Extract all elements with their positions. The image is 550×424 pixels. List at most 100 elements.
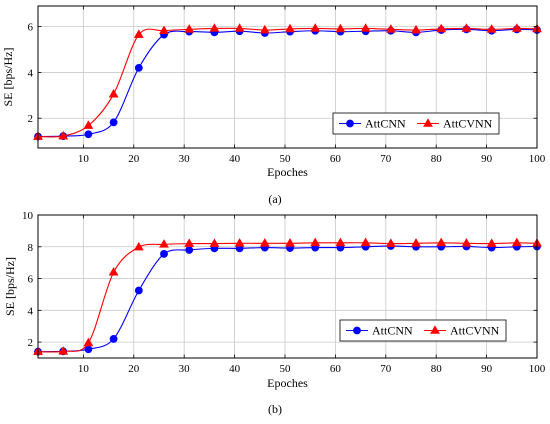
- y-tick-label-4: 4: [28, 67, 34, 79]
- data-point-attcnn-x31: [185, 246, 194, 254]
- data-point-attcvnn-x96: [511, 237, 522, 247]
- plot-frame: [37, 214, 538, 359]
- y-tick-label-6: 6: [28, 274, 34, 286]
- legend-marker-shape-attcnn: [353, 326, 361, 335]
- data-point-attcvnn-x61: [335, 23, 346, 33]
- data-point-attcnn-x16: [109, 335, 118, 343]
- x-tick-label-30: 30: [179, 153, 191, 165]
- panel-caption: (b): [268, 402, 282, 416]
- data-point-attcvnn-x81: [436, 23, 447, 33]
- x-tick-label-10: 10: [78, 363, 90, 375]
- x-tick-label-30: 30: [179, 363, 191, 375]
- data-point-attcvnn-x36: [209, 238, 220, 247]
- plot-frame: [37, 5, 538, 149]
- data-point-attcvnn-x16: [108, 266, 119, 276]
- y-tick-label-2: 2: [28, 337, 34, 349]
- x-tick-label-70: 70: [380, 153, 392, 165]
- data-point-attcvnn-x6: [58, 130, 69, 140]
- data-point-attcvnn-x86: [461, 23, 472, 32]
- x-tick-label-90: 90: [481, 363, 493, 375]
- x-tick-label-50: 50: [279, 153, 291, 165]
- y-tick-label-4: 4: [28, 305, 34, 317]
- data-point-attcvnn-x56: [310, 237, 321, 247]
- y-tick-label-8: 8: [28, 242, 34, 254]
- data-point-attcvnn-x21: [133, 29, 144, 38]
- x-tick-label-90: 90: [481, 153, 493, 165]
- y-tick-label-6: 6: [28, 22, 34, 34]
- data-point-attcvnn-x21: [133, 241, 144, 251]
- data-point-attcvnn-x96: [511, 23, 522, 32]
- data-point-attcvnn-x51: [285, 23, 295, 33]
- data-point-attcnn-x21: [134, 286, 143, 295]
- x-tick-label-70: 70: [380, 363, 392, 375]
- legend-marker-shape-attcvnn: [430, 325, 440, 334]
- x-tick-label-60: 60: [330, 153, 342, 165]
- x-tick-label-10: 10: [78, 153, 90, 165]
- data-point-attcnn-x16: [109, 118, 118, 127]
- legend-marker-shape-attcnn: [346, 119, 354, 128]
- data-point-attcvnn-x31: [184, 238, 195, 247]
- x-tick-label-100: 100: [529, 153, 546, 165]
- x-tick-label-40: 40: [229, 363, 241, 375]
- legend: AttCNN AttCVNN: [332, 112, 500, 135]
- data-point-attcvnn-x76: [411, 238, 421, 247]
- legend-marker-attcnn: [353, 326, 361, 335]
- data-point-attcvnn-x26: [159, 25, 169, 35]
- legend-marker-attcvnn: [423, 118, 433, 127]
- x-tick-label-100: 100: [529, 363, 546, 375]
- data-point-attcvnn-x6: [58, 346, 69, 355]
- data-point-attcvnn-x56: [310, 23, 321, 32]
- series-layer: [33, 23, 542, 141]
- data-point-attcvnn-x26: [159, 239, 169, 248]
- x-axis-label: Epoches: [267, 165, 308, 179]
- x-tick-label-80: 80: [431, 153, 443, 165]
- legend-label-attcnn: AttCNN: [372, 324, 413, 338]
- legend-box: [339, 319, 507, 342]
- y-axis-label: SE [bps/Hz]: [1, 48, 15, 107]
- data-point-attcvnn-x46: [259, 238, 270, 247]
- legend-marker-shape-attcvnn: [423, 118, 433, 127]
- data-point-attcnn-x21: [134, 63, 143, 72]
- data-point-attcvnn-x11: [83, 337, 94, 347]
- data-point-attcvnn-x16: [108, 88, 119, 98]
- legend-marker-attcvnn: [430, 325, 440, 334]
- legend-label-attcvnn: AttCVNN: [450, 324, 500, 338]
- data-point-attcvnn-x81: [436, 237, 447, 247]
- data-point-attcvnn-x91: [486, 238, 497, 247]
- data-point-attcvnn-x41: [234, 238, 245, 247]
- data-point-attcvnn-x31: [184, 24, 195, 33]
- tick-layer: 10 20 30 40 50 60 70 80 90 100 2 4 6: [28, 6, 546, 165]
- x-tick-label-50: 50: [279, 363, 291, 375]
- tick-layer: 10 20 30 40 50 60 70 80 90 100 2 4 6 8 10: [22, 210, 546, 375]
- y-tick-label-10: 10: [22, 210, 34, 222]
- data-point-attcvnn-x61: [335, 237, 346, 247]
- chart-panel-a: 10 20 30 40 50 60 70 80 90 100 2 4 6 SE [bps/Hz] Epo…: [1, 5, 546, 206]
- data-point-attcvnn-x71: [385, 24, 396, 33]
- data-point-attcnn-x11: [84, 130, 93, 139]
- panel-caption: (a): [268, 192, 281, 206]
- data-point-attcvnn-x66: [360, 23, 371, 32]
- data-point-attcvnn-x76: [411, 24, 421, 34]
- x-tick-label-40: 40: [229, 153, 241, 165]
- data-point-attcvnn-x36: [209, 23, 220, 32]
- x-tick-label-60: 60: [330, 363, 342, 375]
- legend-label-attcvnn: AttCVNN: [443, 117, 493, 131]
- legend-label-attcnn: AttCNN: [365, 117, 406, 131]
- data-point-attcvnn-x86: [461, 238, 472, 247]
- grid: [38, 215, 537, 358]
- series-layer: [33, 237, 542, 356]
- data-point-attcvnn-x46: [259, 24, 270, 34]
- data-point-attcvnn-x66: [360, 237, 371, 247]
- data-point-attcvnn-x11: [83, 120, 94, 129]
- data-point-attcvnn-x91: [486, 24, 497, 33]
- x-tick-label-80: 80: [431, 363, 443, 375]
- x-axis-label: Epoches: [267, 376, 308, 390]
- y-axis-label: SE [bps/Hz]: [3, 257, 17, 316]
- legend-marker-attcnn: [346, 119, 354, 128]
- legend-box: [332, 112, 500, 135]
- data-point-attcvnn-x51: [285, 238, 295, 247]
- data-point-attcvnn-x41: [234, 23, 245, 32]
- x-tick-label-20: 20: [128, 153, 140, 165]
- data-point-attcvnn-x71: [385, 238, 396, 247]
